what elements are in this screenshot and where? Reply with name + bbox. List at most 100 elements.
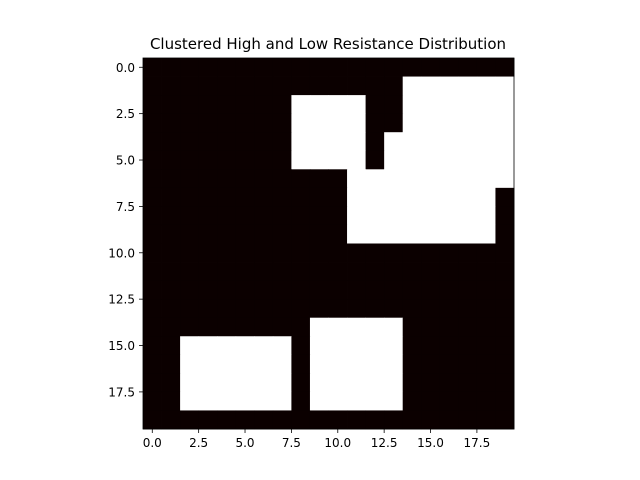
heatmap-cell <box>217 373 237 393</box>
heatmap-cell <box>402 169 422 189</box>
heatmap-cell <box>495 317 515 337</box>
heatmap-cell <box>272 206 292 226</box>
heatmap-cell <box>235 206 255 226</box>
heatmap-cell <box>439 336 459 356</box>
heatmap-cell <box>217 391 237 411</box>
heatmap-cell <box>254 262 274 281</box>
heatmap-cell <box>402 336 422 356</box>
heatmap-cell <box>254 76 274 96</box>
heatmap-cell <box>143 58 162 77</box>
heatmap-cell <box>161 58 181 77</box>
heatmap-cell <box>347 243 366 263</box>
heatmap-cell <box>458 299 478 319</box>
heatmap-cell <box>328 113 348 133</box>
heatmap-cell <box>384 262 404 281</box>
heatmap-cell <box>143 76 162 96</box>
x-tick-label: 5.0 <box>235 436 254 450</box>
heatmap-cell <box>235 410 255 430</box>
heatmap-cell <box>254 95 274 115</box>
heatmap-cell <box>402 299 422 319</box>
heatmap-cell <box>180 169 200 189</box>
heatmap-cell <box>198 187 218 207</box>
heatmap-cell <box>235 132 255 152</box>
heatmap-cell <box>198 317 218 337</box>
heatmap-cell <box>421 317 441 337</box>
heatmap-cell <box>347 132 366 152</box>
heatmap-cell <box>180 243 200 263</box>
heatmap-cell <box>254 132 274 152</box>
heatmap-cell <box>198 336 218 356</box>
heatmap-cell <box>309 132 329 152</box>
heatmap-cell <box>439 132 459 152</box>
heatmap-cell <box>421 187 441 207</box>
heatmap-cell <box>495 243 515 263</box>
heatmap-cell <box>291 76 311 96</box>
heatmap-cell <box>421 410 441 430</box>
heatmap-cell <box>328 224 348 244</box>
heatmap-cell <box>476 299 496 319</box>
heatmap-cell <box>384 95 404 115</box>
heatmap-cell <box>421 58 441 77</box>
heatmap-cell <box>365 299 385 319</box>
heatmap-cell <box>235 391 255 411</box>
heatmap-cell <box>495 95 515 115</box>
heatmap-cell <box>365 262 385 281</box>
y-tick-label: 5.0 <box>116 154 135 168</box>
heatmap-cell <box>198 95 218 115</box>
heatmap-cell <box>495 224 515 244</box>
heatmap-cell <box>495 169 515 189</box>
heatmap-cell <box>402 317 422 337</box>
heatmap-cell <box>365 113 385 133</box>
heatmap-cell <box>439 95 459 115</box>
heatmap-cell <box>180 336 200 356</box>
heatmap-cell <box>309 262 329 281</box>
heatmap-cell <box>309 373 329 393</box>
heatmap-cell <box>143 150 162 170</box>
heatmap-cell <box>272 95 292 115</box>
heatmap-cell <box>495 76 515 96</box>
heatmap-cell <box>143 187 162 207</box>
heatmap-cell <box>198 262 218 281</box>
heatmap-cell <box>402 95 422 115</box>
heatmap-cell <box>458 243 478 263</box>
heatmap-cell <box>458 187 478 207</box>
heatmap-cell <box>161 410 181 430</box>
y-tick-label: 7.5 <box>116 200 135 214</box>
heatmap-cell <box>217 113 237 133</box>
heatmap-cell <box>161 317 181 337</box>
heatmap-cell <box>328 336 348 356</box>
heatmap-cell <box>198 150 218 170</box>
heatmap-cell <box>198 354 218 374</box>
heatmap-cell <box>254 224 274 244</box>
heatmap-cell <box>421 299 441 319</box>
heatmap-cell <box>328 317 348 337</box>
heatmap-cell <box>384 299 404 319</box>
heatmap-cell <box>476 150 496 170</box>
heatmap-cell <box>291 354 311 374</box>
heatmap-cell <box>384 169 404 189</box>
heatmap-cell <box>272 336 292 356</box>
heatmap-cell <box>476 354 496 374</box>
heatmap-cell <box>421 354 441 374</box>
heatmap-cell <box>328 169 348 189</box>
heatmap-cell <box>217 187 237 207</box>
heatmap-cell <box>347 336 366 356</box>
heatmap-cell <box>143 299 162 319</box>
heatmap-cell <box>272 317 292 337</box>
heatmap-cell <box>309 206 329 226</box>
heatmap-cell <box>402 206 422 226</box>
heatmap-cell <box>495 262 515 281</box>
heatmap-cell <box>217 354 237 374</box>
heatmap-cell <box>180 262 200 281</box>
heatmap-cell <box>291 132 311 152</box>
heatmap-cell <box>235 299 255 319</box>
heatmap-cell <box>328 95 348 115</box>
heatmap-cell <box>328 354 348 374</box>
heatmap-cell <box>235 336 255 356</box>
heatmap-cell <box>161 206 181 226</box>
heatmap-cell <box>254 373 274 393</box>
heatmap-cell <box>143 280 162 300</box>
heatmap-cell <box>254 391 274 411</box>
heatmap-cell <box>439 150 459 170</box>
heatmap-cell <box>402 132 422 152</box>
